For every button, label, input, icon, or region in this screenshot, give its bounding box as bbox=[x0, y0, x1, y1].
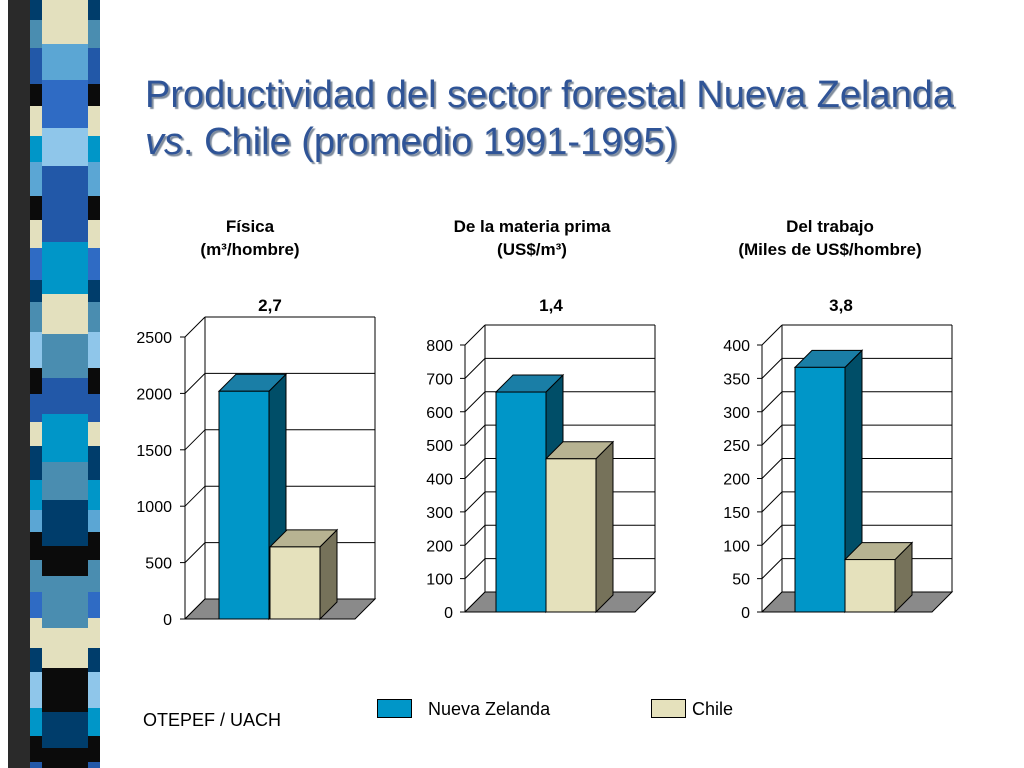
y-tick-label: 500 bbox=[145, 556, 172, 573]
chart2-title-line2: (US$/m³) bbox=[497, 240, 567, 259]
y-tick-label: 2000 bbox=[136, 386, 172, 403]
bar-nueva-zelanda-front bbox=[218, 390, 270, 620]
source-credit: OTEPEF / UACH bbox=[143, 710, 282, 730]
grid-diag bbox=[761, 458, 783, 479]
bar-nueva-zelanda bbox=[793, 349, 864, 614]
chart2-ratio-label: 1,4 bbox=[539, 296, 563, 315]
chart1-title-line2: (m³/hombre) bbox=[200, 240, 300, 259]
stripe-inner-block bbox=[42, 166, 88, 212]
chart3-title-line1: Del trabajo bbox=[786, 217, 874, 236]
bar-chile bbox=[843, 541, 914, 614]
stripe-edge bbox=[8, 0, 30, 768]
bar-chile-front bbox=[269, 546, 321, 620]
stripe-inner-block bbox=[42, 242, 88, 294]
chart3-title-line2: (Miles de US$/hombre) bbox=[738, 240, 922, 259]
y-tick-label: 1500 bbox=[136, 443, 172, 460]
y-tick-label: 200 bbox=[723, 472, 750, 489]
y-tick-label: 100 bbox=[723, 538, 750, 555]
y-tick-label: 200 bbox=[426, 538, 453, 555]
stripe-inner-block bbox=[42, 414, 88, 462]
chart1-title-line1: Física bbox=[225, 217, 275, 236]
chart1-ratio-label: 2,7 bbox=[258, 296, 282, 315]
grid-diag bbox=[761, 524, 783, 546]
title-vs: vs bbox=[145, 121, 183, 163]
y-tick-label: 250 bbox=[723, 438, 750, 455]
y-tick-label: 100 bbox=[426, 572, 453, 589]
bar-chile bbox=[544, 440, 615, 614]
stripe-inner-block bbox=[42, 128, 88, 166]
grid-diag bbox=[761, 324, 783, 346]
y-tick-label: 50 bbox=[732, 572, 750, 589]
grid-diag bbox=[464, 458, 486, 479]
grid-diag bbox=[184, 542, 206, 563]
legend-label-nueva-zelanda: Nueva Zelanda bbox=[428, 699, 551, 719]
grid-diag bbox=[184, 429, 206, 451]
y-tick-label: 800 bbox=[426, 338, 453, 355]
grid-diag bbox=[464, 391, 486, 413]
page-subtitle: vs. Chile (promedio 1991-1995) bbox=[145, 119, 1005, 165]
grid-diag bbox=[464, 491, 486, 513]
y-tick-label: 500 bbox=[426, 438, 453, 455]
stripe-inner-block bbox=[42, 546, 88, 576]
stripe-inner-block bbox=[42, 334, 88, 378]
y-tick-label: 0 bbox=[444, 605, 453, 622]
y-tick-label: 400 bbox=[723, 338, 750, 355]
chart3-ratio-label: 3,8 bbox=[829, 296, 853, 315]
y-tick-label: 600 bbox=[426, 405, 453, 422]
grid-diag bbox=[184, 373, 206, 394]
grid-diag bbox=[464, 558, 486, 579]
bar-nueva-zelanda-front bbox=[495, 391, 547, 613]
stripe-inner-block bbox=[42, 500, 88, 546]
y-tick-label: 0 bbox=[741, 605, 750, 622]
grid-diag bbox=[184, 316, 206, 338]
bar-nueva-zelanda-front bbox=[794, 366, 846, 613]
y-tick-label: 1000 bbox=[136, 499, 172, 516]
y-tick-label: 150 bbox=[723, 505, 750, 522]
y-tick-label: 300 bbox=[723, 405, 750, 422]
y-tick-label: 350 bbox=[723, 371, 750, 388]
stripe-inner-block bbox=[42, 748, 88, 768]
stripe-inner-block bbox=[42, 294, 88, 334]
grid-diag bbox=[464, 358, 486, 379]
stripe-inner-block bbox=[42, 576, 88, 628]
chart2-title-line1: De la materia prima bbox=[453, 217, 611, 236]
stripe-inner-block bbox=[42, 712, 88, 748]
y-tick-label: 400 bbox=[426, 472, 453, 489]
y-tick-label: 300 bbox=[426, 505, 453, 522]
stripe-inner-block bbox=[42, 462, 88, 500]
stripe-inner-block bbox=[42, 0, 88, 44]
stripe-inner-block bbox=[42, 628, 88, 668]
y-tick-label: 700 bbox=[426, 371, 453, 388]
grid-diag bbox=[464, 424, 486, 446]
stripe-inner-block bbox=[42, 44, 88, 80]
stripe-inner-block bbox=[42, 668, 88, 712]
bar-chile-front bbox=[844, 559, 896, 613]
grid-diag bbox=[464, 324, 486, 346]
legend-swatch-nueva-zelanda bbox=[377, 699, 412, 718]
decorative-stripe bbox=[8, 0, 100, 768]
grid-diag bbox=[464, 524, 486, 546]
grid-diag bbox=[184, 485, 206, 507]
y-tick-label: 2500 bbox=[136, 330, 172, 347]
grid-diag bbox=[761, 558, 783, 579]
stripe-inner-block bbox=[42, 212, 88, 242]
grid-diag bbox=[761, 391, 783, 413]
bar-chile bbox=[268, 528, 339, 621]
y-tick-label: 0 bbox=[163, 612, 172, 629]
page-title: Productividad del sector forestal Nueva … bbox=[145, 74, 955, 116]
grid-diag bbox=[761, 424, 783, 446]
stripe-inner-block bbox=[42, 378, 88, 414]
bar-chile-front bbox=[545, 458, 597, 613]
legend-label-chile: Chile bbox=[692, 699, 734, 719]
grid-diag bbox=[761, 491, 783, 513]
grid-diag bbox=[761, 358, 783, 379]
stripe-inner-block bbox=[42, 80, 88, 128]
title-rest: . Chile (promedio 1991-1995) bbox=[183, 121, 678, 163]
legend-swatch-chile bbox=[651, 699, 686, 718]
